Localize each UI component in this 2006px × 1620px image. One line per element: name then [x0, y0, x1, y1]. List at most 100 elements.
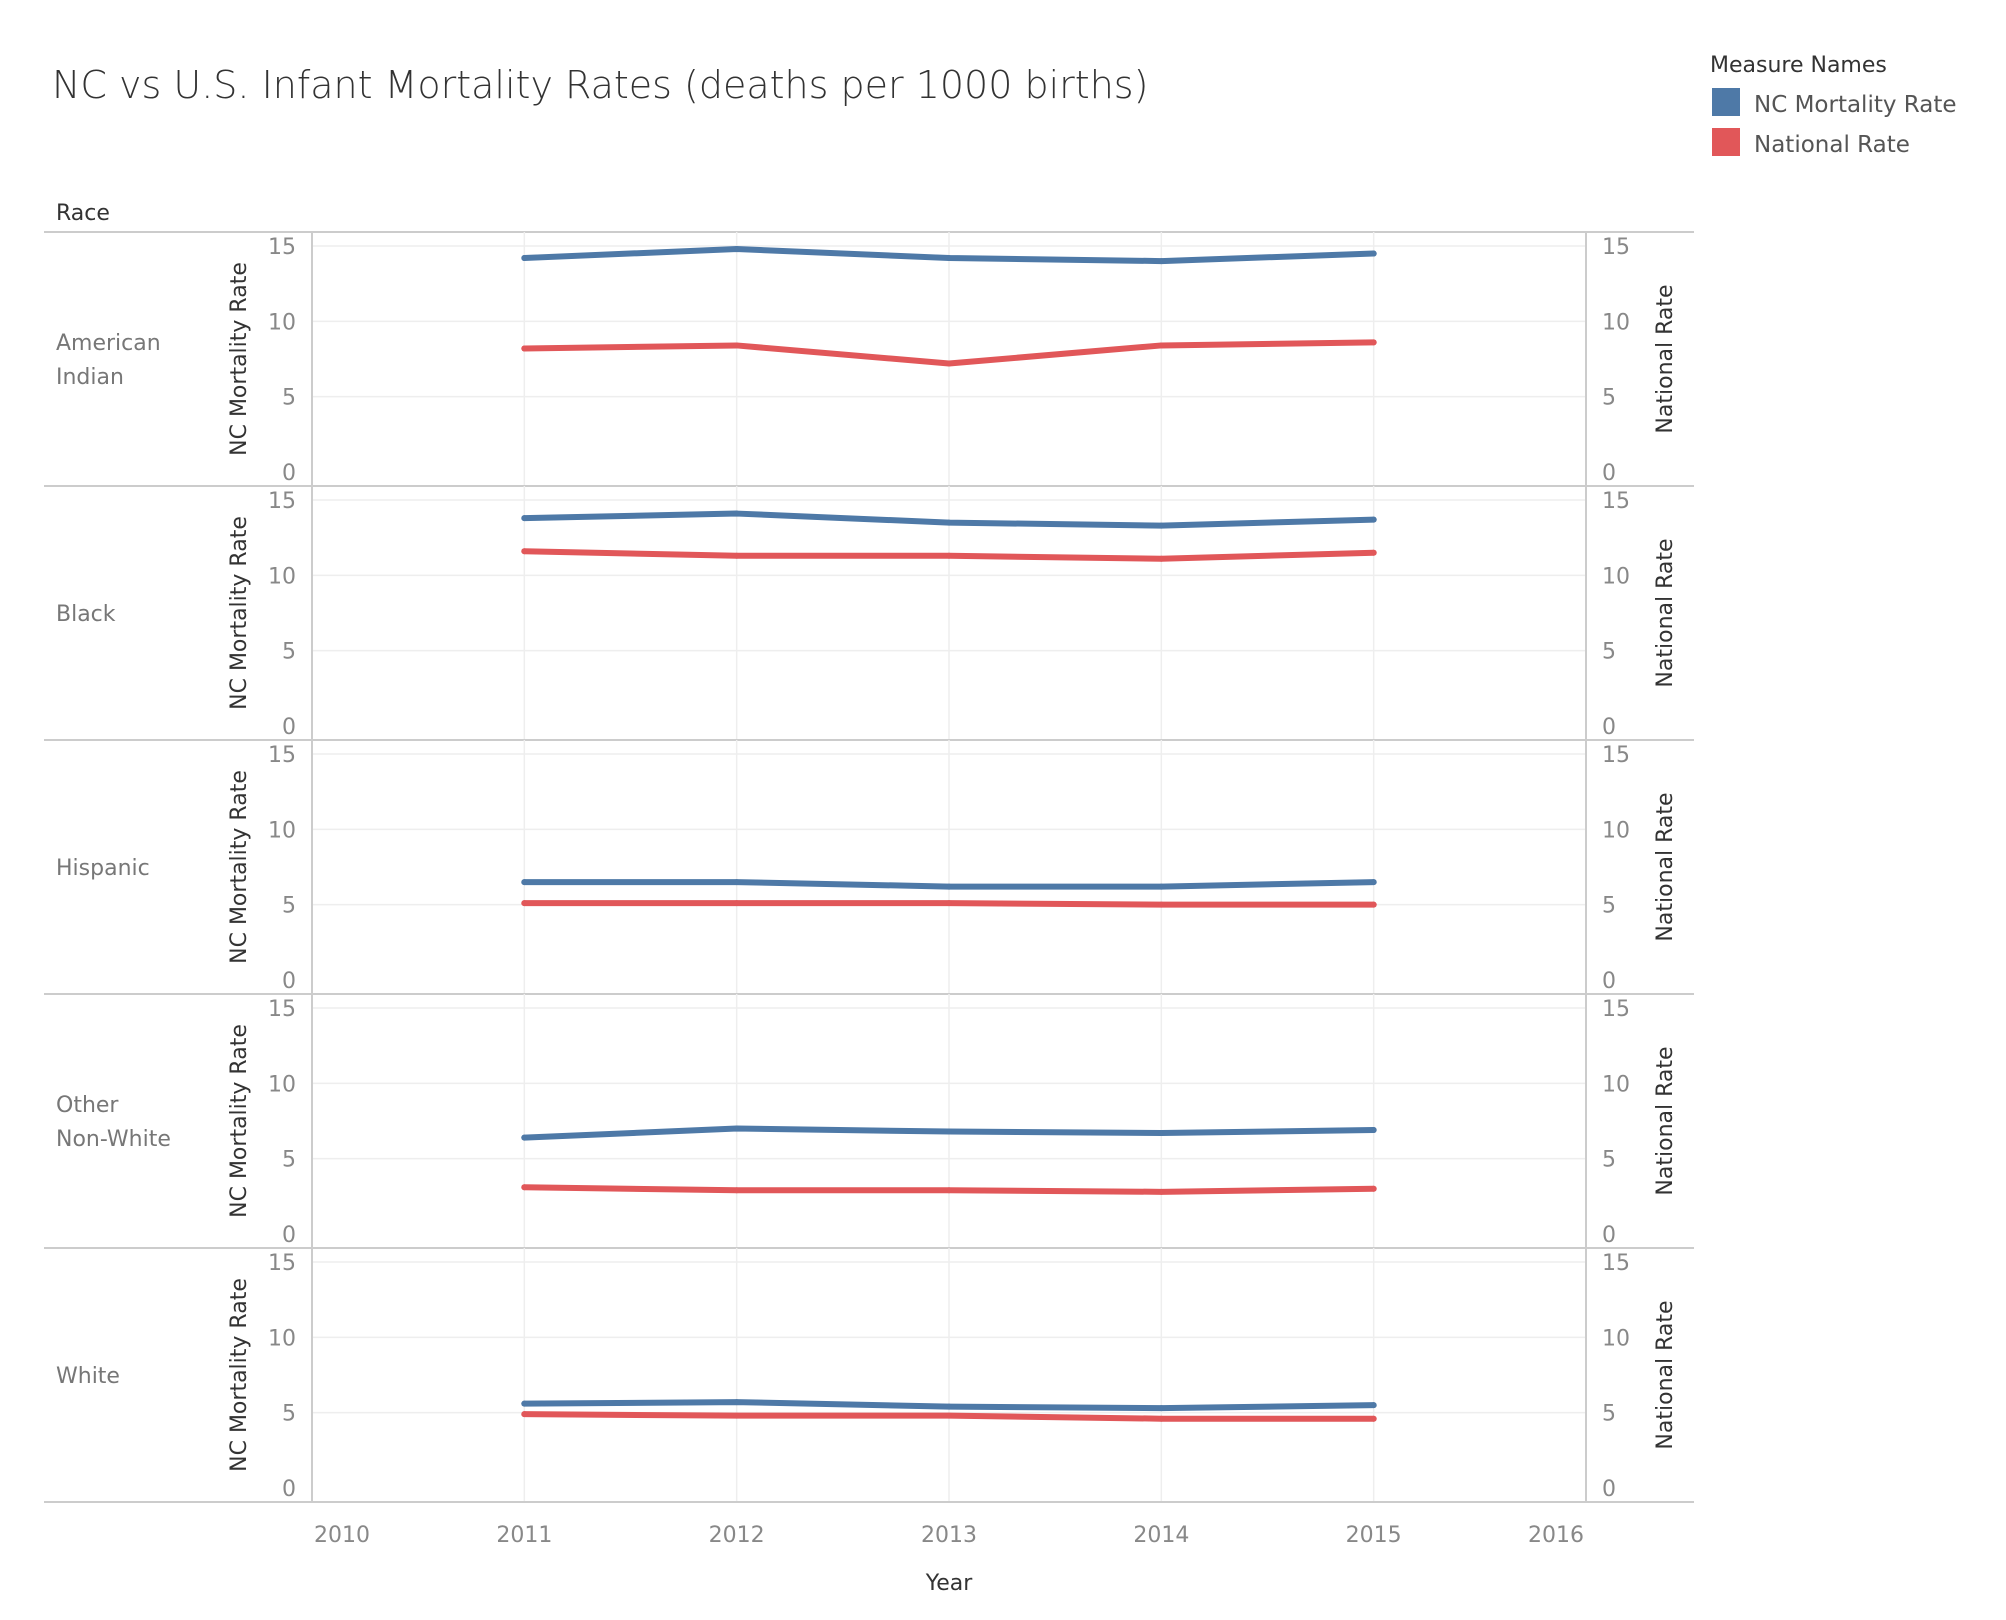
row-label: Indian [56, 365, 124, 390]
row-label: Other [56, 1093, 119, 1118]
y-tick-right: 15 [1602, 743, 1630, 768]
y-tick-left: 10 [268, 1326, 296, 1351]
x-tick: 2011 [496, 1523, 552, 1548]
y-tick-left: 15 [268, 235, 296, 260]
data-point-national-rate [1370, 1415, 1377, 1422]
y-tick-right: 5 [1602, 894, 1616, 919]
y-tick-left: 5 [282, 640, 296, 665]
data-point-national-rate [1158, 901, 1165, 908]
legend-label-national: National Rate [1754, 132, 1910, 158]
y-tick-left: 5 [282, 386, 296, 411]
data-point-nc-mortality-rate [733, 1399, 740, 1406]
x-tick: 2014 [1133, 1523, 1189, 1548]
y-tick-right: 15 [1602, 235, 1630, 260]
row-label: American [56, 331, 161, 356]
y-tick-left: 5 [282, 894, 296, 919]
data-point-nc-mortality-rate [733, 510, 740, 517]
data-point-nc-mortality-rate [946, 1128, 952, 1135]
y-axis-title-left: NC Mortality Rate [227, 1024, 252, 1218]
legend-swatch-national [1712, 128, 1740, 156]
data-point-national-rate [946, 1412, 952, 1419]
y-tick-left: 5 [282, 1402, 296, 1427]
data-point-nc-mortality-rate [521, 879, 528, 886]
data-point-nc-mortality-rate [1158, 1130, 1165, 1137]
y-axis-title-right: National Rate [1653, 284, 1678, 433]
data-point-nc-mortality-rate [946, 519, 952, 526]
y-tick-left: 10 [268, 310, 296, 335]
y-tick-left: 15 [268, 1251, 296, 1276]
data-point-national-rate [733, 1412, 740, 1419]
x-axis-title: Year [925, 1571, 974, 1596]
data-point-national-rate [946, 360, 952, 367]
y-tick-left: 10 [268, 818, 296, 843]
row-label: Black [56, 602, 116, 627]
data-point-nc-mortality-rate [521, 255, 528, 262]
row-label: Non-White [56, 1127, 171, 1152]
y-tick-right: 10 [1602, 1072, 1630, 1097]
data-point-national-rate [1158, 1188, 1165, 1195]
y-tick-right: 5 [1602, 386, 1616, 411]
y-axis-title-right: National Rate [1653, 1046, 1678, 1195]
data-point-national-rate [733, 552, 740, 559]
y-tick-right: 0 [1602, 461, 1616, 486]
y-tick-right: 10 [1602, 310, 1630, 335]
panel-white: 0 0 5 5 10 10 15 15 NC Mortality Rate National Ra… [44, 1247, 1694, 1502]
legend-title: Measure Names [1710, 53, 1887, 78]
data-point-nc-mortality-rate [946, 883, 952, 890]
data-point-national-rate [1370, 901, 1377, 908]
y-axis-title-left: NC Mortality Rate [227, 262, 252, 456]
y-tick-right: 5 [1602, 1402, 1616, 1427]
y-tick-right: 0 [1602, 1477, 1616, 1502]
data-point-nc-mortality-rate [521, 515, 528, 522]
data-point-nc-mortality-rate [521, 1134, 528, 1141]
x-tick: 2012 [709, 1523, 765, 1548]
y-axis-title-left: NC Mortality Rate [227, 770, 252, 964]
data-point-national-rate [1158, 1415, 1165, 1422]
y-tick-right: 15 [1602, 489, 1630, 514]
row-header: Race [56, 201, 110, 226]
y-tick-left: 0 [282, 1477, 296, 1502]
y-axis-title-right: National Rate [1653, 792, 1678, 941]
y-tick-left: 0 [282, 1223, 296, 1248]
data-point-national-rate [946, 900, 952, 907]
data-point-nc-mortality-rate [1370, 250, 1377, 257]
y-tick-left: 0 [282, 461, 296, 486]
data-point-nc-mortality-rate [1158, 258, 1165, 265]
y-tick-right: 15 [1602, 1251, 1630, 1276]
data-point-national-rate [521, 345, 528, 352]
y-tick-right: 5 [1602, 640, 1616, 665]
data-point-nc-mortality-rate [1158, 1405, 1165, 1412]
y-axis-title-left: NC Mortality Rate [227, 1278, 252, 1472]
panel-hispanic: 0 0 5 5 10 10 15 15 NC Mortality Rate National Ra… [44, 739, 1694, 994]
y-tick-left: 15 [268, 743, 296, 768]
x-tick: 2010 [314, 1523, 370, 1548]
y-tick-right: 15 [1602, 997, 1630, 1022]
data-point-nc-mortality-rate [1370, 879, 1377, 886]
data-point-nc-mortality-rate [521, 1400, 528, 1407]
data-point-national-rate [733, 1187, 740, 1194]
data-point-nc-mortality-rate [1158, 883, 1165, 890]
y-tick-right: 10 [1602, 564, 1630, 589]
y-tick-left: 15 [268, 489, 296, 514]
data-point-nc-mortality-rate [946, 1403, 952, 1410]
y-tick-left: 15 [268, 997, 296, 1022]
x-tick: 2016 [1528, 1523, 1584, 1548]
y-tick-left: 5 [282, 1148, 296, 1173]
y-axis-title-right: National Rate [1653, 1300, 1678, 1449]
data-point-national-rate [733, 900, 740, 907]
data-point-national-rate [521, 1411, 528, 1418]
row-label: Hispanic [56, 856, 150, 881]
data-point-nc-mortality-rate [1158, 522, 1165, 529]
panel-american-indian: 0 0 5 5 10 10 15 15 NC Mortality Rate National Ra… [44, 231, 1694, 486]
data-point-national-rate [521, 548, 528, 555]
data-point-national-rate [946, 1187, 952, 1194]
y-axis-title-right: National Rate [1653, 538, 1678, 687]
panels: 0 0 5 5 10 10 15 15 NC Mortality Rate National Ra… [44, 231, 1694, 1502]
y-tick-right: 10 [1602, 818, 1630, 843]
y-tick-right: 10 [1602, 1326, 1630, 1351]
data-point-nc-mortality-rate [733, 1125, 740, 1132]
data-point-national-rate [1370, 339, 1377, 346]
data-point-national-rate [1158, 555, 1165, 562]
panel-other-non-white: 0 0 5 5 10 10 15 15 NC Mortality Rate National Ra… [44, 993, 1694, 1248]
y-tick-right: 5 [1602, 1148, 1616, 1173]
